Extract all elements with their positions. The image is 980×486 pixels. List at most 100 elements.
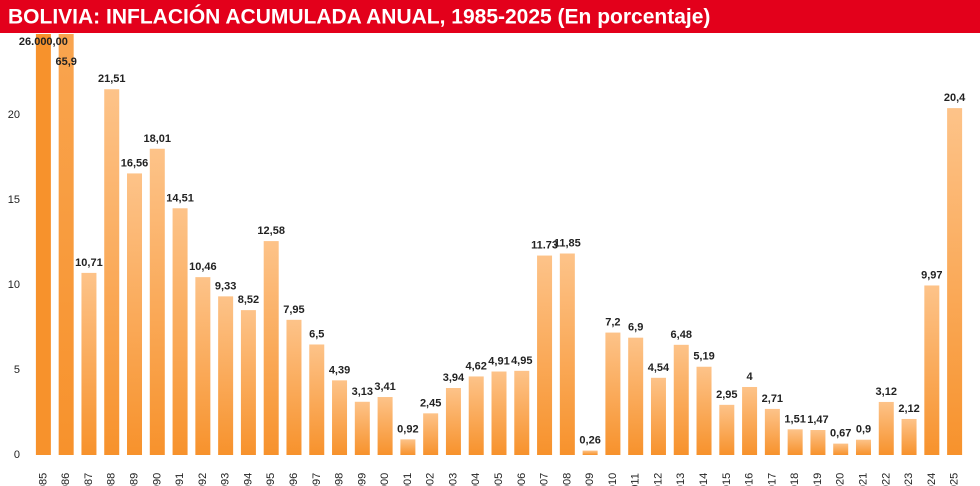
x-tick-label: 1987 (83, 473, 95, 486)
bar (263, 241, 279, 455)
value-label: 10,46 (189, 261, 217, 273)
bar (764, 408, 780, 455)
value-label: 4 (747, 371, 754, 383)
y-tick-label: 10 (8, 279, 20, 291)
value-label: 9,97 (921, 269, 942, 281)
value-label: 26.000,00 (19, 36, 68, 48)
bar (719, 404, 735, 455)
bar (58, 34, 74, 455)
title-bar (0, 0, 980, 33)
y-tick-label: 20 (8, 109, 20, 121)
bar (400, 439, 416, 455)
x-tick-label: 2024 (926, 473, 938, 486)
bar (878, 401, 894, 455)
bar (901, 418, 917, 455)
x-tick-label: 2004 (470, 473, 482, 486)
value-label: 7,95 (283, 304, 304, 316)
value-label: 3,41 (374, 381, 395, 393)
value-label: 0,26 (579, 435, 600, 447)
x-tick-label: 1994 (242, 473, 254, 486)
value-label: 65,9 (55, 56, 76, 68)
value-label: 20,4 (944, 92, 966, 104)
bar (35, 34, 51, 455)
bar (149, 148, 165, 455)
x-tick-label: 2009 (584, 473, 596, 486)
x-tick-label: 2005 (493, 473, 505, 486)
value-label: 0,67 (830, 428, 851, 440)
value-label: 0,92 (397, 423, 418, 435)
value-label: 2,95 (716, 389, 737, 401)
value-label: 2,12 (898, 403, 919, 415)
bar (468, 376, 484, 455)
bar (924, 285, 940, 455)
value-label: 6,9 (628, 322, 643, 334)
value-label: 4,62 (466, 360, 487, 372)
value-label: 1,47 (807, 414, 828, 426)
y-tick-label: 0 (14, 449, 20, 461)
bar (582, 450, 598, 455)
value-label: 11,85 (554, 238, 581, 250)
x-tick-label: 2017 (766, 473, 778, 486)
value-label: 4,95 (511, 355, 532, 367)
bar (332, 380, 348, 455)
x-tick-label: 2019 (812, 473, 824, 486)
x-tick-label: 1993 (220, 473, 232, 486)
bar (491, 371, 507, 455)
value-label: 18,01 (144, 133, 172, 145)
x-tick-label: 2008 (561, 473, 573, 486)
x-tick-label: 1990 (151, 473, 163, 486)
x-tick-label: 2014 (698, 473, 710, 486)
x-tick-label: 2016 (744, 473, 756, 486)
bar (650, 377, 666, 455)
bar (559, 253, 575, 455)
x-tick-label: 1997 (311, 473, 323, 486)
x-tick-label: 2010 (607, 473, 619, 486)
bar (195, 277, 211, 455)
x-tick-label: 1988 (106, 473, 118, 486)
value-label: 2,45 (420, 397, 441, 409)
x-tick-label: 2023 (903, 473, 915, 486)
x-tick-label: 2018 (789, 473, 801, 486)
value-label: 12,58 (257, 225, 285, 237)
value-label: 7,2 (605, 317, 620, 329)
bar (673, 344, 689, 455)
bar (605, 332, 621, 455)
value-label: 21,51 (98, 73, 126, 85)
x-tick-label: 2011 (630, 473, 642, 486)
bar (172, 208, 188, 455)
plot-area (35, 34, 963, 456)
x-tick-label: 1986 (60, 473, 72, 486)
x-tick-label: 1995 (265, 473, 277, 486)
x-tick-label: 2025 (949, 473, 961, 486)
x-tick-label: 1989 (129, 473, 141, 486)
bar (104, 89, 120, 455)
x-tick-label: 2007 (539, 473, 551, 486)
y-tick-label: 5 (14, 364, 20, 376)
value-label: 6,48 (671, 329, 692, 341)
x-tick-label: 2020 (835, 473, 847, 486)
bar (787, 429, 803, 455)
bar (240, 310, 256, 455)
x-tick-label: 1992 (197, 473, 209, 486)
bar (696, 366, 712, 455)
value-label: 16,56 (121, 157, 149, 169)
value-label: 4,91 (488, 356, 509, 368)
value-label: 4,54 (648, 362, 670, 374)
value-label: 2,71 (762, 393, 783, 405)
bar (833, 443, 849, 455)
bar (537, 255, 553, 455)
x-tick-label: 2022 (880, 473, 892, 486)
bar (309, 344, 325, 455)
axes: 0 5 10 15 20 1985 26.000,00 1986 65,9 1987 10,71 19… (8, 36, 966, 486)
bar (810, 430, 826, 455)
value-label: 3,94 (443, 372, 465, 384)
bar (377, 397, 393, 455)
value-label: 11.73 (531, 240, 558, 252)
x-tick-label: 2002 (425, 473, 437, 486)
x-tick-label: 2015 (721, 473, 733, 486)
bar (514, 370, 530, 455)
x-tick-label: 1999 (356, 473, 368, 486)
value-label: 1,51 (784, 413, 805, 425)
